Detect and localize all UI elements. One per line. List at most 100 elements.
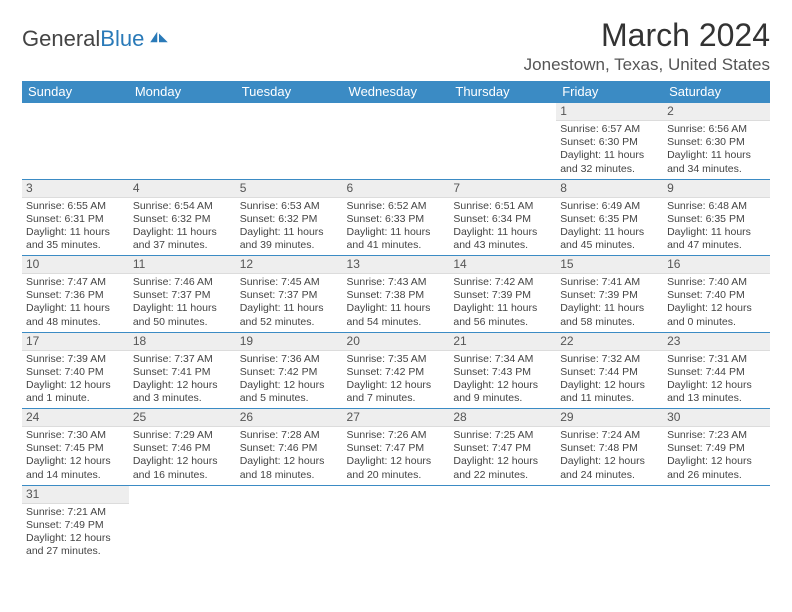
daylight-line: Daylight: 12 hours and 20 minutes. — [347, 455, 446, 481]
daylight-line: Daylight: 11 hours and 41 minutes. — [347, 226, 446, 252]
daylight-line: Daylight: 12 hours and 14 minutes. — [26, 455, 125, 481]
calendar-cell-empty — [22, 103, 129, 180]
sunrise-line: Sunrise: 7:28 AM — [240, 429, 339, 442]
sunset-line: Sunset: 7:36 PM — [26, 289, 125, 302]
day-number: 7 — [449, 180, 556, 198]
weekday-header: Saturday — [663, 81, 770, 103]
weekday-header: Friday — [556, 81, 663, 103]
sunrise-line: Sunrise: 7:43 AM — [347, 276, 446, 289]
calendar-cell: 19Sunrise: 7:36 AMSunset: 7:42 PMDayligh… — [236, 332, 343, 409]
day-number: 20 — [343, 333, 450, 351]
sunrise-line: Sunrise: 6:53 AM — [240, 200, 339, 213]
sail-icon — [148, 30, 170, 44]
daylight-line: Daylight: 12 hours and 1 minute. — [26, 379, 125, 405]
calendar-cell: 6Sunrise: 6:52 AMSunset: 6:33 PMDaylight… — [343, 179, 450, 256]
daylight-line: Daylight: 12 hours and 18 minutes. — [240, 455, 339, 481]
sunrise-line: Sunrise: 6:57 AM — [560, 123, 659, 136]
sunset-line: Sunset: 6:30 PM — [667, 136, 766, 149]
day-number: 16 — [663, 256, 770, 274]
daylight-line: Daylight: 11 hours and 43 minutes. — [453, 226, 552, 252]
calendar-cell: 11Sunrise: 7:46 AMSunset: 7:37 PMDayligh… — [129, 256, 236, 333]
sunset-line: Sunset: 6:31 PM — [26, 213, 125, 226]
daylight-line: Daylight: 11 hours and 37 minutes. — [133, 226, 232, 252]
sunset-line: Sunset: 7:38 PM — [347, 289, 446, 302]
calendar-cell: 8Sunrise: 6:49 AMSunset: 6:35 PMDaylight… — [556, 179, 663, 256]
weekday-header: Monday — [129, 81, 236, 103]
daylight-line: Daylight: 11 hours and 52 minutes. — [240, 302, 339, 328]
calendar-body: 1Sunrise: 6:57 AMSunset: 6:30 PMDaylight… — [22, 103, 770, 562]
calendar-cell: 18Sunrise: 7:37 AMSunset: 7:41 PMDayligh… — [129, 332, 236, 409]
calendar-cell: 21Sunrise: 7:34 AMSunset: 7:43 PMDayligh… — [449, 332, 556, 409]
day-number: 19 — [236, 333, 343, 351]
day-number: 28 — [449, 409, 556, 427]
calendar-cell: 5Sunrise: 6:53 AMSunset: 6:32 PMDaylight… — [236, 179, 343, 256]
calendar-cell-empty — [129, 103, 236, 180]
daylight-line: Daylight: 11 hours and 58 minutes. — [560, 302, 659, 328]
sunset-line: Sunset: 7:45 PM — [26, 442, 125, 455]
day-number: 13 — [343, 256, 450, 274]
sunrise-line: Sunrise: 6:55 AM — [26, 200, 125, 213]
sunset-line: Sunset: 7:46 PM — [240, 442, 339, 455]
calendar-cell: 20Sunrise: 7:35 AMSunset: 7:42 PMDayligh… — [343, 332, 450, 409]
calendar-cell: 23Sunrise: 7:31 AMSunset: 7:44 PMDayligh… — [663, 332, 770, 409]
sunset-line: Sunset: 6:33 PM — [347, 213, 446, 226]
calendar-row: 3 Sunrise: 6:55 AMSunset: 6:31 PM Daylight… — [22, 179, 770, 256]
day-number: 8 — [556, 180, 663, 198]
sunset-line: Sunset: 7:43 PM — [453, 366, 552, 379]
calendar-row: 24Sunrise: 7:30 AMSunset: 7:45 PMDayligh… — [22, 409, 770, 486]
sunset-line: Sunset: 7:40 PM — [667, 289, 766, 302]
sunset-line: Sunset: 7:48 PM — [560, 442, 659, 455]
sunrise-line: Sunrise: 7:41 AM — [560, 276, 659, 289]
calendar-cell: 16Sunrise: 7:40 AMSunset: 7:40 PMDayligh… — [663, 256, 770, 333]
sunset-line: Sunset: 7:37 PM — [133, 289, 232, 302]
sunrise-line: Sunrise: 6:52 AM — [347, 200, 446, 213]
sunrise-line: Sunrise: 7:31 AM — [667, 353, 766, 366]
daylight-line: Daylight: 11 hours and 34 minutes. — [667, 149, 766, 175]
day-number: 27 — [343, 409, 450, 427]
daylight-line: Daylight: 11 hours and 54 minutes. — [347, 302, 446, 328]
calendar-cell: 24 Sunrise: 7:30 AMSunset: 7:45 PMDayligh… — [22, 409, 129, 486]
calendar-cell-empty — [129, 485, 236, 561]
day-number: 1 — [556, 103, 663, 121]
calendar-cell-empty — [236, 485, 343, 561]
day-number: 26 — [236, 409, 343, 427]
sunrise-line: Sunrise: 7:47 AM — [26, 276, 125, 289]
day-number: 24 — [22, 409, 129, 427]
sunset-line: Sunset: 6:35 PM — [667, 213, 766, 226]
weekday-header: Thursday — [449, 81, 556, 103]
weekday-header: Sunday — [22, 81, 129, 103]
daylight-line: Daylight: 11 hours and 39 minutes. — [240, 226, 339, 252]
daylight-line: Daylight: 12 hours and 16 minutes. — [133, 455, 232, 481]
calendar-cell: 12Sunrise: 7:45 AMSunset: 7:37 PMDayligh… — [236, 256, 343, 333]
calendar-cell: 27Sunrise: 7:26 AMSunset: 7:47 PMDayligh… — [343, 409, 450, 486]
day-number: 9 — [663, 180, 770, 198]
calendar-cell: 29Sunrise: 7:24 AMSunset: 7:48 PMDayligh… — [556, 409, 663, 486]
day-number: 12 — [236, 256, 343, 274]
daylight-line: Daylight: 12 hours and 27 minutes. — [26, 532, 125, 558]
calendar-cell-empty — [556, 485, 663, 561]
sunrise-line: Sunrise: 7:39 AM — [26, 353, 125, 366]
day-number: 25 — [129, 409, 236, 427]
day-number: 5 — [236, 180, 343, 198]
calendar-cell: 13 Sunrise: 7:43 AMSunset: 7:38 PMDayligh… — [343, 256, 450, 333]
daylight-line: Daylight: 11 hours and 32 minutes. — [560, 149, 659, 175]
daylight-line: Daylight: 11 hours and 48 minutes. — [26, 302, 125, 328]
sunset-line: Sunset: 7:41 PM — [133, 366, 232, 379]
calendar-cell-empty — [343, 103, 450, 180]
sunset-line: Sunset: 7:42 PM — [240, 366, 339, 379]
calendar-cell: 17Sunrise: 7:39 AMSunset: 7:40 PMDayligh… — [22, 332, 129, 409]
day-number: 3 — [22, 180, 129, 198]
daylight-line: Daylight: 12 hours and 13 minutes. — [667, 379, 766, 405]
daylight-line: Daylight: 11 hours and 47 minutes. — [667, 226, 766, 252]
calendar-cell: 2Sunrise: 6:56 AMSunset: 6:30 PMDaylight… — [663, 103, 770, 180]
sunrise-line: Sunrise: 6:48 AM — [667, 200, 766, 213]
calendar-cell: 1Sunrise: 6:57 AMSunset: 6:30 PMDaylight… — [556, 103, 663, 180]
daylight-line: Daylight: 11 hours and 45 minutes. — [560, 226, 659, 252]
day-number: 4 — [129, 180, 236, 198]
sunrise-line: Sunrise: 7:24 AM — [560, 429, 659, 442]
calendar-cell: 26 Sunrise: 7:28 AMSunset: 7:46 PMDayligh… — [236, 409, 343, 486]
calendar-cell-empty — [236, 103, 343, 180]
sunrise-line: Sunrise: 7:30 AM — [26, 429, 125, 442]
sunset-line: Sunset: 7:44 PM — [560, 366, 659, 379]
calendar-cell-empty — [663, 485, 770, 561]
